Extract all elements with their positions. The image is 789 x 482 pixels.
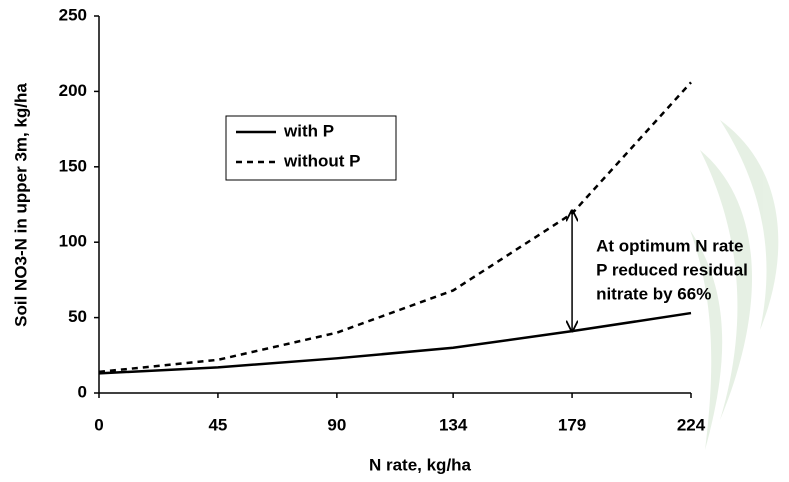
x-tick-label: 224 <box>677 415 706 434</box>
x-tick-label: 179 <box>558 415 586 434</box>
x-tick-label: 45 <box>208 415 227 434</box>
x-tick-label: 0 <box>94 415 103 434</box>
y-tick-label: 150 <box>59 156 87 175</box>
y-axis-label: Soil NO3-N in upper 3m, kg/ha <box>11 83 30 327</box>
x-tick-label: 134 <box>439 415 468 434</box>
y-tick-label: 50 <box>68 307 87 326</box>
y-tick-label: 0 <box>78 382 87 401</box>
y-tick-label: 250 <box>59 5 87 24</box>
watermark <box>690 120 779 450</box>
legend-box <box>225 115 397 181</box>
series-line <box>98 311 692 375</box>
y-tick-label: 100 <box>59 232 87 251</box>
annotation-text: At optimum N rate <box>596 236 743 255</box>
x-tick-label: 90 <box>327 415 346 434</box>
series-line <box>98 81 692 374</box>
x-axis-label: N rate, kg/ha <box>369 455 472 474</box>
annotation-text: nitrate by 66% <box>596 284 711 303</box>
y-tick-label: 200 <box>59 81 87 100</box>
legend-label: without P <box>283 151 360 170</box>
legend-label: with P <box>283 121 334 140</box>
annotation-text: P reduced residual <box>596 260 748 279</box>
